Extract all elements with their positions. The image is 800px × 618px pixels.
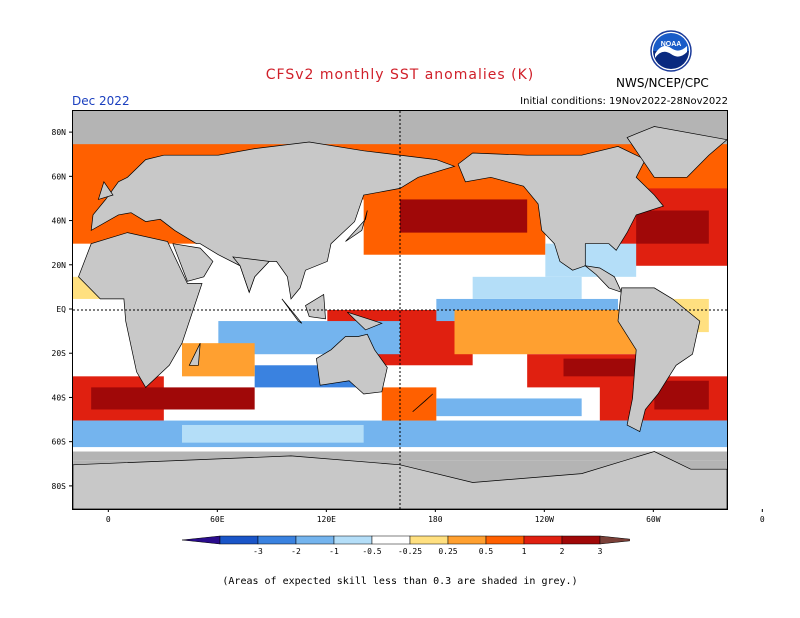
anomaly-patch	[436, 398, 582, 417]
land-africa	[78, 232, 203, 388]
lon-tick-label: 0	[760, 515, 765, 524]
land-new-guinea	[347, 311, 383, 331]
colorbar-cell	[219, 535, 259, 545]
lat-tick-label: 40S	[52, 393, 67, 402]
lat-tick-label: 60N	[52, 172, 67, 181]
colorbar-cell	[257, 535, 297, 545]
lon-tick-label: 180	[428, 515, 443, 524]
colorbar-label: 1	[522, 547, 527, 556]
organization-label: NWS/NCEP/CPC	[616, 76, 709, 90]
lat-tick-label: 80N	[52, 128, 67, 137]
lat-tick-label: EQ	[56, 305, 66, 314]
colorbar-label: 0.5	[479, 547, 494, 556]
colorbar-label: 3	[598, 547, 603, 556]
lon-tick-label: 60E	[210, 515, 225, 524]
colorbar-cell	[295, 535, 335, 545]
anomaly-patch	[636, 210, 709, 244]
lat-tick-label: 20S	[52, 349, 67, 358]
land-europe-asia	[90, 141, 456, 300]
lat-tick-label: 80S	[52, 482, 67, 491]
colorbar-label: -1	[329, 547, 339, 556]
colorbar-cell	[181, 535, 221, 545]
colorbar-label: -0.5	[362, 547, 381, 556]
land-madagascar	[188, 343, 201, 366]
colorbar-label: 0.25	[438, 547, 457, 556]
map-canvas	[73, 111, 727, 509]
land-uk	[97, 181, 114, 200]
colorbar-cell	[599, 535, 630, 545]
lon-tick-label: 60W	[646, 515, 661, 524]
lon-tick-label: 120W	[535, 515, 554, 524]
anomaly-patch	[454, 310, 637, 355]
colorbar-label: 2	[560, 547, 565, 556]
anomaly-patch	[563, 358, 637, 377]
initial-conditions-label: Initial conditions: 19Nov2022-28Nov2022	[520, 96, 728, 107]
colorbar-cell	[371, 535, 411, 545]
colorbar-label: -3	[253, 547, 263, 556]
colorbar: -3 -2 -1 -0.5 -0.25 0.25 0.5 1 2 3	[181, 535, 630, 556]
land-australia	[316, 333, 388, 395]
sst-anomaly-map	[72, 110, 728, 510]
noaa-logo-icon: NOAA	[650, 30, 692, 72]
colorbar-cell	[561, 535, 601, 545]
lat-tick-label: 60S	[52, 438, 67, 447]
land-new-zealand	[412, 393, 433, 412]
colorbar-cell	[485, 535, 525, 545]
forecast-month-label: Dec 2022	[72, 94, 130, 108]
lon-tick-label: 0	[106, 515, 111, 524]
map-title: CFSv2 monthly SST anomalies (K)	[265, 67, 535, 83]
anomaly-patch	[381, 387, 437, 421]
anomaly-patch	[182, 424, 364, 443]
anomaly-patch	[91, 387, 255, 410]
land-north-america	[457, 146, 664, 271]
colorbar-cell	[523, 535, 563, 545]
lat-tick-label: 40N	[52, 217, 67, 226]
skill-footnote: (Areas of expected skill less than 0.3 a…	[222, 576, 578, 587]
colorbar-label: -0.25	[398, 547, 422, 556]
land-south-america	[617, 287, 701, 433]
logo-text: NOAA	[661, 41, 682, 48]
colorbar-cell	[447, 535, 487, 545]
land-japan	[345, 210, 368, 242]
anomaly-patch	[400, 199, 528, 233]
land-borneo-indonesia	[305, 293, 326, 320]
colorbar-cell	[409, 535, 449, 545]
land-india	[232, 256, 270, 294]
lon-tick-label: 120E	[317, 515, 336, 524]
land-greenland	[626, 126, 727, 178]
anomaly-patch	[472, 276, 582, 299]
land-arabia	[172, 243, 214, 282]
colorbar-cell	[333, 535, 373, 545]
land-masses	[73, 126, 727, 509]
colorbar-label: -2	[291, 547, 301, 556]
lat-tick-label: 20N	[52, 261, 67, 270]
